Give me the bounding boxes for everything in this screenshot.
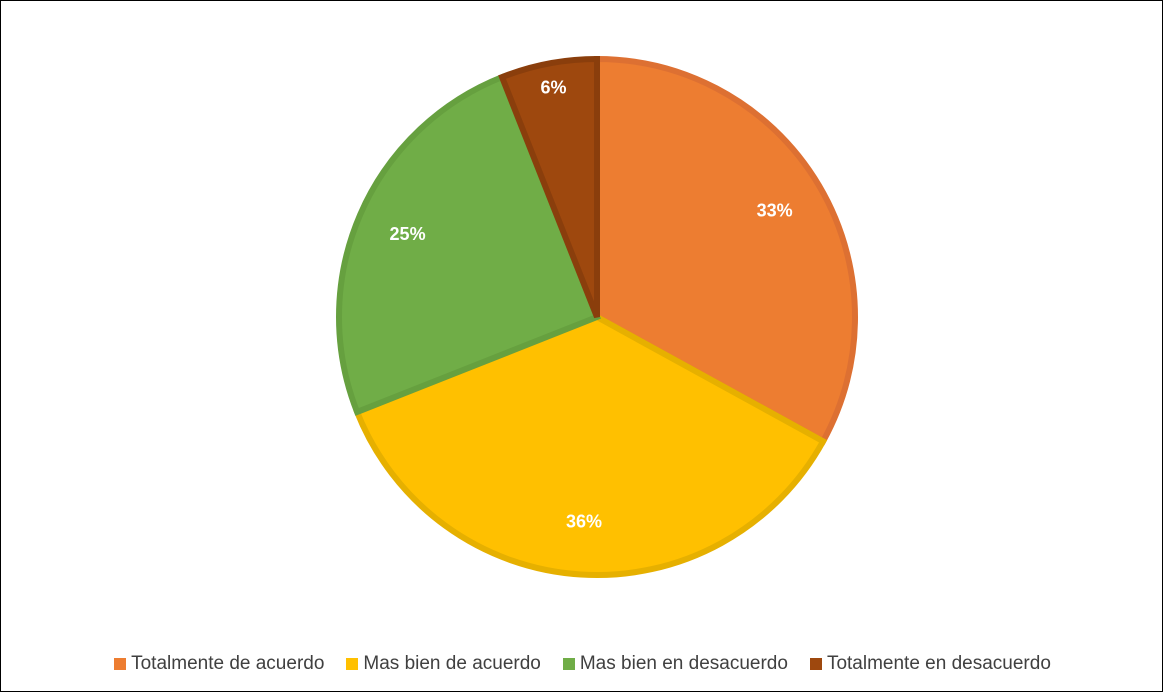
- legend-swatch-1: [114, 658, 127, 670]
- data-label-4: 6%: [540, 78, 566, 98]
- legend-label-4: Totalmente en desacuerdo: [826, 653, 1051, 674]
- legend-item-3: Mas bien en desacuerdo: [562, 653, 788, 675]
- legend-label-1: Totalmente de acuerdo: [131, 653, 325, 674]
- legend-label-2: Mas bien de acuerdo: [363, 653, 541, 674]
- legend-label-3: Mas bien en desacuerdo: [579, 653, 788, 674]
- legend-swatch-2: [346, 658, 359, 670]
- legend-item-2: Mas bien de acuerdo: [346, 653, 541, 675]
- data-label-2: 36%: [566, 512, 602, 532]
- data-label-3: 25%: [390, 224, 426, 244]
- pie-slice-4: [498, 55, 600, 319]
- legend-swatch-3: [562, 658, 575, 670]
- legend-swatch-4: [809, 658, 822, 670]
- legend-item-1: Totalmente de acuerdo: [114, 653, 324, 675]
- legend: Totalmente de acuerdo Mas bien de acuerdo…: [1, 653, 1164, 675]
- pie-slice-2: [353, 313, 828, 578]
- pie-slice-1: [594, 55, 858, 446]
- data-label-1: 33%: [757, 201, 793, 221]
- legend-item-4: Totalmente en desacuerdo: [809, 653, 1051, 675]
